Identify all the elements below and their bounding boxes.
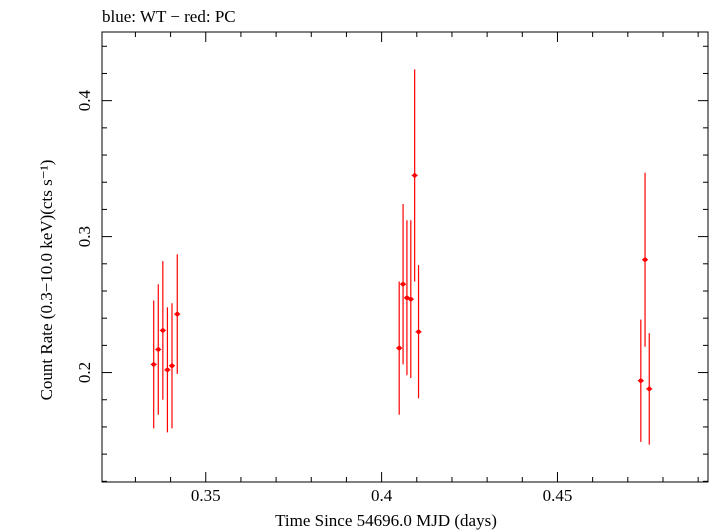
axis-ticks: [102, 32, 708, 482]
data-point: [160, 328, 166, 333]
data-point: [408, 296, 414, 302]
y-tick-label: 0.2: [75, 362, 94, 383]
plot-frame: [101, 31, 709, 483]
axis-tick-labels: 0.35 0.4 0.45 0.2 0.3 0.4: [75, 90, 572, 505]
y-tick-label: 0.3: [75, 226, 94, 247]
data-point: [156, 347, 161, 352]
x-tick-label: 0.45: [543, 486, 573, 505]
data-point: [416, 329, 421, 334]
data-point: [642, 257, 648, 262]
data-point: [165, 367, 170, 373]
data-point: [151, 362, 156, 367]
data-point: [396, 345, 402, 351]
data-point: [169, 363, 175, 368]
data-point: [647, 386, 652, 392]
chart-title: blue: WT − red: PC: [102, 7, 236, 26]
data-point: [175, 311, 180, 317]
data-points: [150, 69, 653, 445]
x-axis-label: Time Since 54696.0 MJD (days): [275, 511, 497, 530]
x-tick-label: 0.4: [371, 486, 393, 505]
x-tick-label: 0.35: [191, 486, 221, 505]
data-point: [638, 378, 644, 383]
y-axis-label: Count Rate (0.3−10.0 keV)(cts s⁻¹): [37, 160, 56, 401]
data-point: [412, 173, 417, 178]
y-tick-label: 0.4: [75, 90, 94, 112]
data-point: [400, 281, 406, 287]
